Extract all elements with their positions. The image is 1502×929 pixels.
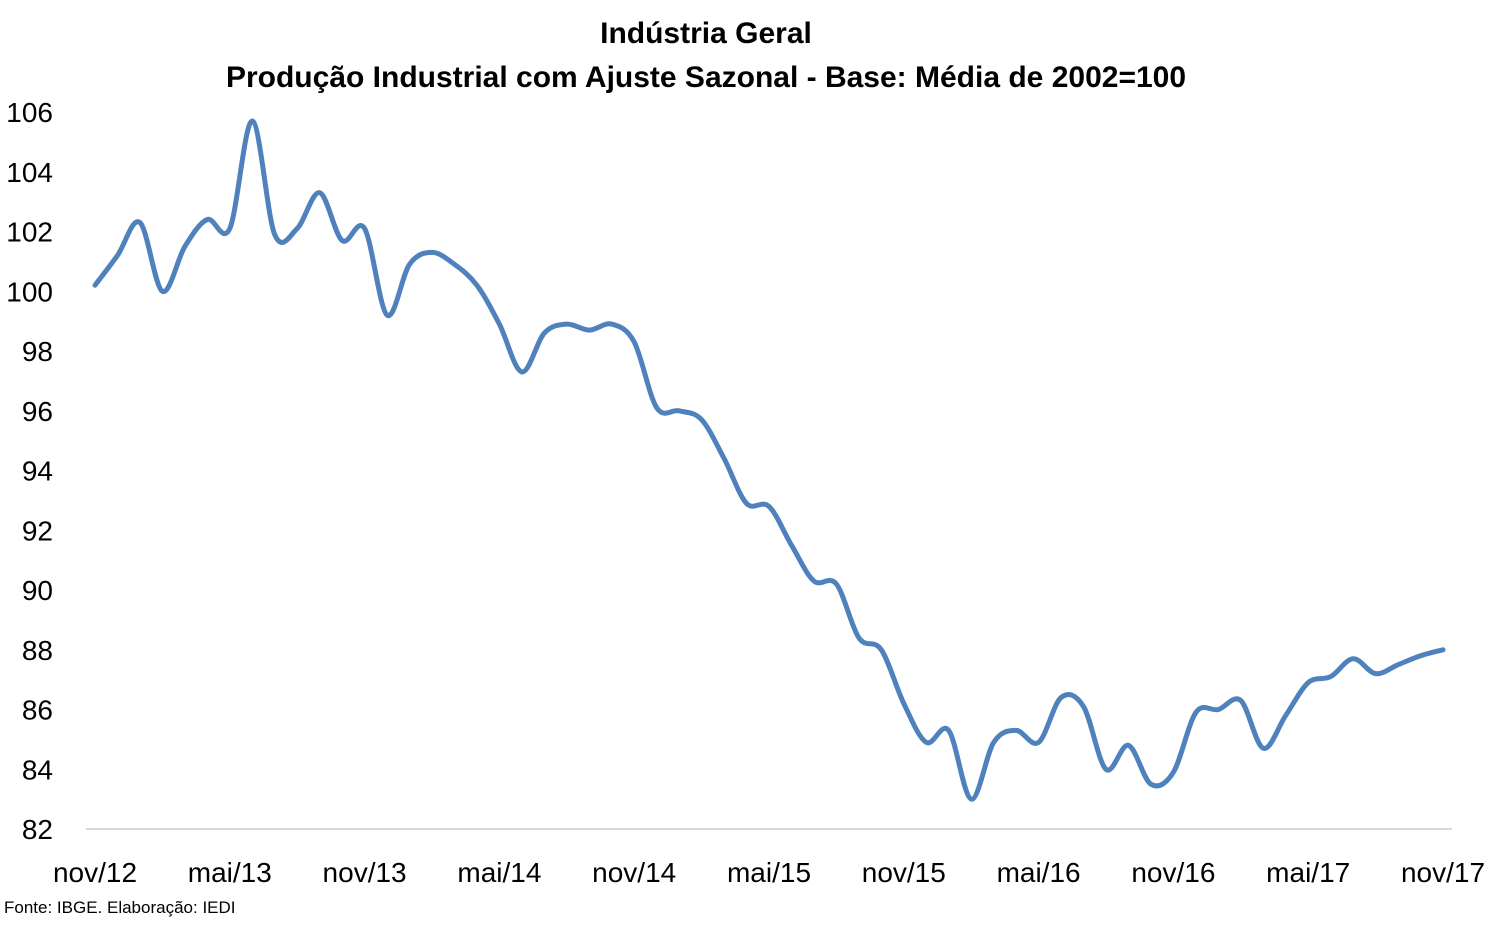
data-point <box>789 543 794 548</box>
data-point <box>542 331 547 336</box>
data-point <box>632 340 637 345</box>
y-tick-label: 86 <box>22 695 53 726</box>
data-point <box>385 313 390 318</box>
y-tick-label: 92 <box>22 515 53 546</box>
y-tick-label: 98 <box>22 336 53 367</box>
x-tick-label: nov/13 <box>323 857 407 888</box>
data-point <box>1238 698 1243 703</box>
data-point <box>1328 674 1333 679</box>
y-tick-label: 90 <box>22 575 53 606</box>
data-point <box>654 405 659 410</box>
data-point <box>879 647 884 652</box>
data-point <box>452 262 457 267</box>
x-tick-label: mai/13 <box>188 857 272 888</box>
data-point <box>1283 713 1288 718</box>
data-point <box>1171 770 1176 775</box>
y-tick-label: 96 <box>22 396 53 427</box>
data-point <box>137 220 142 225</box>
data-point <box>811 579 816 584</box>
data-point <box>609 322 614 327</box>
data-point <box>1351 656 1356 661</box>
data-point <box>969 797 974 802</box>
y-tick-label: 84 <box>22 754 53 785</box>
data-point <box>430 250 435 255</box>
data-point <box>1104 767 1109 772</box>
data-point <box>699 417 704 422</box>
data-point <box>1396 662 1401 667</box>
data-point <box>1306 680 1311 685</box>
chart-title: Indústria Geral <box>600 17 812 50</box>
x-tick-label: mai/15 <box>727 857 811 888</box>
data-point <box>1216 707 1221 712</box>
data-point <box>991 740 996 745</box>
data-point <box>497 322 502 327</box>
data-point <box>115 253 120 258</box>
data-point <box>1126 743 1131 748</box>
data-point <box>564 322 569 327</box>
y-tick-label: 102 <box>6 217 53 248</box>
data-point <box>767 504 772 509</box>
data-point <box>1418 653 1423 658</box>
data-point <box>407 262 412 267</box>
data-point <box>272 232 277 237</box>
x-tick-label: nov/12 <box>53 857 137 888</box>
data-point <box>295 226 300 231</box>
data-point <box>1081 704 1086 709</box>
x-tick-label: nov/17 <box>1401 857 1485 888</box>
data-point <box>834 582 839 587</box>
data-point <box>946 728 951 733</box>
data-point <box>722 456 727 461</box>
data-point <box>1373 671 1378 676</box>
data-point <box>1014 728 1019 733</box>
x-tick-label: mai/16 <box>997 857 1081 888</box>
data-point <box>1036 740 1041 745</box>
y-tick-label: 100 <box>6 276 53 307</box>
data-point <box>587 328 592 333</box>
data-point <box>1441 647 1446 652</box>
x-tick-label: nov/14 <box>592 857 676 888</box>
data-point <box>1193 710 1198 715</box>
chart-subtitle: Produção Industrial com Ajuste Sazonal -… <box>225 61 1187 94</box>
data-point <box>182 244 187 249</box>
x-tick-label: mai/14 <box>457 857 541 888</box>
y-tick-label: 82 <box>22 814 53 845</box>
y-tick-label: 94 <box>22 456 53 487</box>
data-point <box>744 501 749 506</box>
data-point <box>924 740 929 745</box>
data-point <box>93 283 98 288</box>
data-point <box>205 217 210 222</box>
source-note: Fonte: IBGE. Elaboração: IEDI <box>4 898 236 917</box>
data-point <box>160 289 165 294</box>
data-point <box>250 119 255 124</box>
data-point <box>1148 782 1153 787</box>
x-tick-label: mai/17 <box>1266 857 1350 888</box>
data-point <box>856 635 861 640</box>
data-point <box>317 190 322 195</box>
data-point <box>1261 746 1266 751</box>
series-line <box>92 118 1446 802</box>
data-point <box>474 283 479 288</box>
data-point <box>340 238 345 243</box>
x-tick-label: nov/16 <box>1131 857 1215 888</box>
y-tick-label: 106 <box>6 97 53 128</box>
y-tick-label: 104 <box>6 157 53 188</box>
data-point <box>1059 695 1064 700</box>
data-point <box>677 408 682 413</box>
y-tick-label: 88 <box>22 635 53 666</box>
data-point <box>362 226 367 231</box>
x-tick-label: nov/15 <box>862 857 946 888</box>
data-point <box>519 369 524 374</box>
data-point <box>901 701 906 706</box>
data-point <box>227 226 232 231</box>
